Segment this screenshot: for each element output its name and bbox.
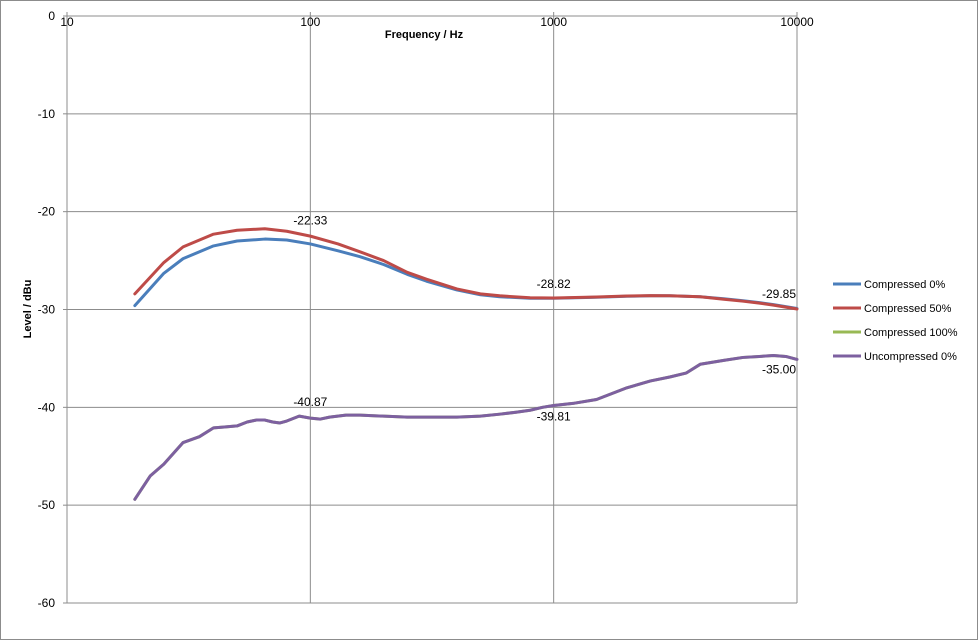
y-tick-label: -10: [38, 107, 56, 121]
legend-label: Compressed 100%: [864, 327, 958, 339]
gridlines: [67, 16, 798, 603]
data-label: -28.82: [537, 277, 571, 291]
series-line-uncompressed-0: [133, 353, 799, 501]
data-label: -29.85: [762, 287, 796, 301]
y-axis-title: Level / dBu: [22, 280, 34, 339]
x-tick-label: 1000: [540, 15, 567, 29]
legend-label: Uncompressed 0%: [864, 351, 957, 363]
data-label: -39.81: [537, 409, 571, 423]
tick-labels: 10 100 1000 10000 0 -10 -20 -30 -40 -50 -60: [38, 9, 814, 610]
y-tick-label: -30: [38, 303, 56, 317]
y-tick-label: -40: [38, 400, 56, 414]
data-label: -35.00: [762, 362, 796, 376]
data-label: -22.33: [293, 213, 327, 227]
x-tick-label: 100: [300, 15, 320, 29]
x-tick-label: 10000: [780, 15, 814, 29]
y-tick-label: -60: [38, 596, 56, 610]
legend-label: Compressed 50%: [864, 303, 952, 315]
x-axis-title: Frequency / Hz: [385, 29, 464, 41]
y-tick-label: -20: [38, 205, 56, 219]
x-tick-label: 10: [60, 15, 74, 29]
legend-label: Compressed 0%: [864, 279, 946, 291]
data-label: -40.87: [293, 395, 327, 409]
series-line-compressed-50: [133, 227, 799, 311]
series-lines: [133, 227, 799, 501]
data-labels: -22.33 -28.82 -29.85 -40.87 -39.81 -35.00: [293, 213, 796, 423]
axes: [63, 12, 798, 604]
y-tick-label: -50: [38, 498, 56, 512]
legend: Compressed 0% Compressed 50% Compressed 10…: [833, 279, 958, 363]
y-tick-label: 0: [48, 9, 55, 23]
